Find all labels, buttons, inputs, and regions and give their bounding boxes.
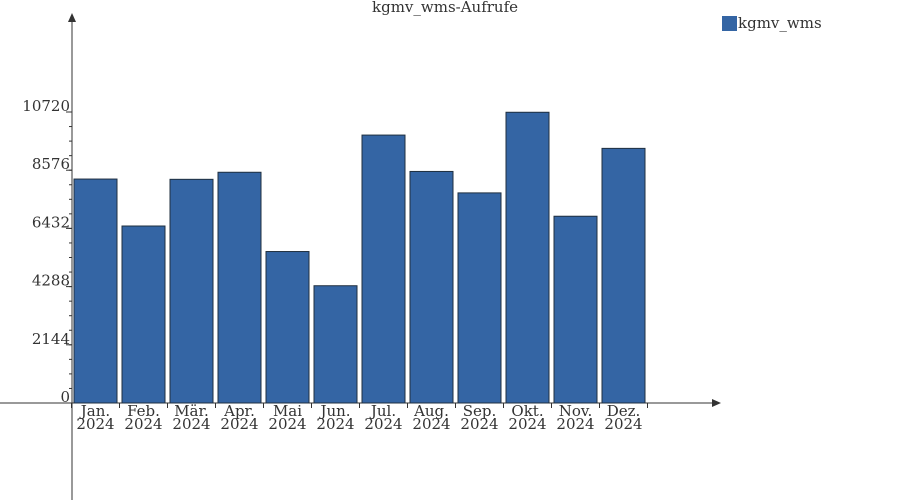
x-tick-label-year: 2024 xyxy=(172,415,210,433)
x-tick-label-month: Apr. xyxy=(223,402,255,420)
x-tick-label-month: Jan. xyxy=(79,402,110,420)
x-tick-label-year: 2024 xyxy=(316,415,354,433)
bar xyxy=(601,147,646,404)
y-axis-arrow xyxy=(68,13,76,22)
bar xyxy=(505,111,550,404)
bar xyxy=(553,215,598,404)
x-tick-label-year: 2024 xyxy=(124,415,162,433)
x-tick-label-month: Sep. xyxy=(463,402,497,420)
x-tick-label-month: Jul. xyxy=(369,402,396,420)
legend: kgmv_wms xyxy=(722,14,822,32)
bar xyxy=(169,178,214,404)
y-tick-label: 0 xyxy=(60,388,70,406)
x-tick-label-year: 2024 xyxy=(364,415,402,433)
bar xyxy=(361,134,406,404)
x-tick-label-month: Jun. xyxy=(318,402,350,420)
legend-swatch xyxy=(722,15,737,31)
bar xyxy=(313,285,358,404)
legend-label: kgmv_wms xyxy=(738,14,822,32)
chart-title: kgmv_wms-Aufrufe xyxy=(372,0,519,16)
x-tick-label-month: Mär. xyxy=(174,402,209,420)
x-tick-label-year: 2024 xyxy=(76,415,114,433)
x-tick-label-year: 2024 xyxy=(220,415,258,433)
x-axis-labels: Jan.2024Feb.2024Mär.2024Apr.2024Mai2024J… xyxy=(71,402,648,433)
bar xyxy=(409,170,454,404)
bar xyxy=(73,178,118,404)
x-tick-label-month: Aug. xyxy=(413,402,449,420)
x-tick-label-year: 2024 xyxy=(508,415,546,433)
bar xyxy=(121,225,166,404)
x-tick-label-month: Dez. xyxy=(607,402,641,420)
x-tick-label-month: Feb. xyxy=(127,402,160,420)
x-tick-label-month: Nov. xyxy=(559,402,593,420)
y-tick-label: 10720 xyxy=(22,97,70,115)
bar xyxy=(265,251,310,404)
y-tick-label: 4288 xyxy=(32,272,70,290)
x-tick-label-year: 2024 xyxy=(412,415,450,433)
x-tick-label-year: 2024 xyxy=(268,415,306,433)
bar xyxy=(457,192,502,404)
x-tick-label-year: 2024 xyxy=(460,415,498,433)
bars xyxy=(73,111,646,404)
y-tick-label: 2144 xyxy=(32,330,70,348)
x-tick-label-month: Okt. xyxy=(511,402,543,420)
x-tick-label-year: 2024 xyxy=(604,415,642,433)
y-axis-ticks: 0 2144 4288 6432 8576 10720 xyxy=(22,97,72,406)
bar xyxy=(217,171,262,404)
x-axis-arrow xyxy=(712,399,721,407)
x-tick-label-month: Mai xyxy=(273,402,302,420)
x-tick-label-year: 2024 xyxy=(556,415,594,433)
y-tick-label: 6432 xyxy=(32,213,70,231)
y-tick-label: 8576 xyxy=(32,155,70,173)
